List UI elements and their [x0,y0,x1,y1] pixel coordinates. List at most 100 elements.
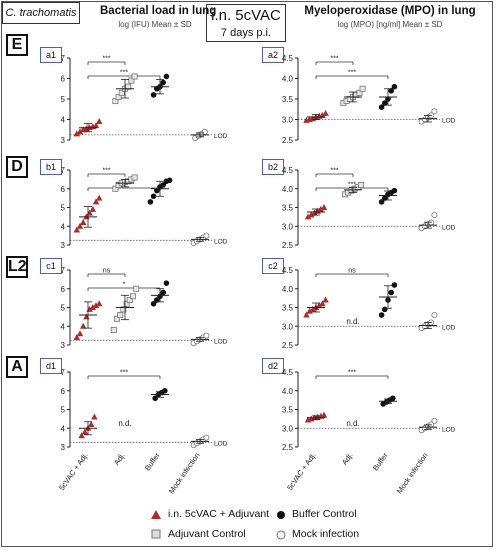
b2-y-tick-label: 2.5 [282,241,294,250]
b2-y-tick-label: 3.5 [282,204,294,213]
c2-point-5cvac [306,307,313,314]
legend-open-square-icon [151,529,161,539]
c1-y-tick-label: 6 [61,285,66,294]
c1-y-tick-label: 4 [61,322,66,331]
b2-sig-label: *** [348,182,356,189]
legend-label-adjuvant: Adjuvant Control [168,528,246,540]
b2-y-tick-label: 3.0 [282,222,294,231]
b1-point-buffer [147,199,154,205]
a2-y-tick-label: 4.0 [282,75,294,84]
d1-x-label: 5cVAC + Adj. [57,451,90,492]
a1-point-adjuvant [115,93,122,100]
a2-sig-label: *** [348,70,356,77]
d2-x-label: Mock infection [395,451,430,495]
c2-point-buffer [391,282,398,288]
d1-point-5cvac [81,428,88,435]
b1-y-tick-label: 3 [61,241,66,250]
a1-lod-label: LOD [214,133,228,140]
route-box: i.n. 5cVAC 7 days p.i. [206,4,286,42]
b1-point-5cvac [89,205,96,212]
c1-sig-label: ns [103,268,111,275]
a2-point-buffer [382,100,388,106]
c2-point-5cvac [319,300,326,307]
legend-label-mock: Mock infection [292,528,360,540]
panel-label-a2: a2 [262,47,284,63]
d2-y-tick-label: 4.5 [282,368,294,377]
b2-sig-label: *** [330,168,338,175]
d2-y-tick-label: 4.0 [282,387,294,396]
c1-point-adjuvant [110,326,117,333]
d2-x-label: 5cVAC + Adj. [285,451,318,492]
c1-point-adjuvant [126,296,133,303]
c1-point-adjuvant [133,285,140,292]
c1-point-buffer [150,300,157,307]
b1-point-buffer [160,182,166,188]
c2-y-tick-label: 4.0 [282,285,294,294]
route-label: i.n. 5cVAC [211,7,281,24]
d2-y-tick-label: 2.5 [282,443,294,452]
d1-lod-label: LOD [214,440,228,447]
a2-y-tick-label: 3.0 [282,116,294,125]
row-label-E: E [6,34,28,56]
c1-point-5cvac [73,334,80,340]
c1-point-5cvac [76,330,84,337]
c1-point-buffer [163,280,170,286]
a1-y-tick-label: 3 [61,136,66,145]
c1-sig-label: * [123,282,126,289]
legend-label-buffer: Buffer Control [292,508,357,520]
panel-label-d1: d1 [40,358,62,374]
c1-point-5cvac [92,302,100,309]
b1-sig-label: *** [102,168,110,175]
legend-label-5cvac: i.n. 5cVAC + Adjuvant [168,508,270,520]
b1-point-buffer [166,177,173,184]
d1-x-label: Buffer [143,451,162,473]
a1-point-5cvac [96,118,103,125]
a2-point-buffer [391,83,398,90]
b2-point-buffer [378,199,385,205]
b1-point-5cvac [80,219,87,225]
b2-y-tick-label: 4.0 [282,185,294,194]
c2-point-5cvac [303,311,310,318]
a1-point-adjuvant [125,83,132,90]
b2-lod-label: LOD [442,224,456,231]
row-label-D: D [6,156,28,178]
b1-point-adjuvant [112,185,119,192]
b1-y-tick-label: 4 [61,222,66,231]
d1-point-buffer [162,387,168,394]
b1-point-5cvac [92,198,100,205]
a2-sig-label: *** [330,56,338,63]
b2-point-5cvac [317,205,324,212]
b2-point-mock [431,211,438,218]
d1-sig-label: *** [120,370,128,377]
c1-point-5cvac [83,313,90,320]
d2-x-label: Buffer [371,451,390,473]
a2-point-adjuvant [359,85,366,92]
row-label-L2: L2 [6,256,28,278]
a1-y-tick-label: 4 [61,116,66,125]
d2-point-buffer [390,395,396,402]
b2-y-tick-label: 4.5 [282,166,294,175]
c1-point-5cvac [80,322,87,329]
b2-point-buffer [391,187,398,194]
b1-point-5cvac [96,194,103,201]
legend-open-circle-icon [276,530,286,540]
c2-point-mock [431,311,438,318]
d1-y-tick-label: 6 [61,387,66,396]
d1-point-mock [203,434,210,441]
d1-point-5cvac [91,413,98,420]
c2-point-5cvac [316,302,323,309]
panel-label-b2: b2 [262,159,284,175]
d2-lod-label: LOD [442,426,456,433]
b1-point-5cvac [76,222,84,229]
c1-y-tick-label: 3 [61,341,66,350]
right-panel-title: Myeloperoxidase (MPO) in lung [304,5,476,17]
a1-point-buffer [160,79,166,86]
c2-point-buffer [378,312,385,318]
b1-point-5cvac [73,226,80,233]
a1-point-adjuvant [131,73,138,80]
a1-point-buffer [163,73,170,80]
a2-point-5cvac [319,111,326,118]
d1-point-buffer [152,395,158,402]
